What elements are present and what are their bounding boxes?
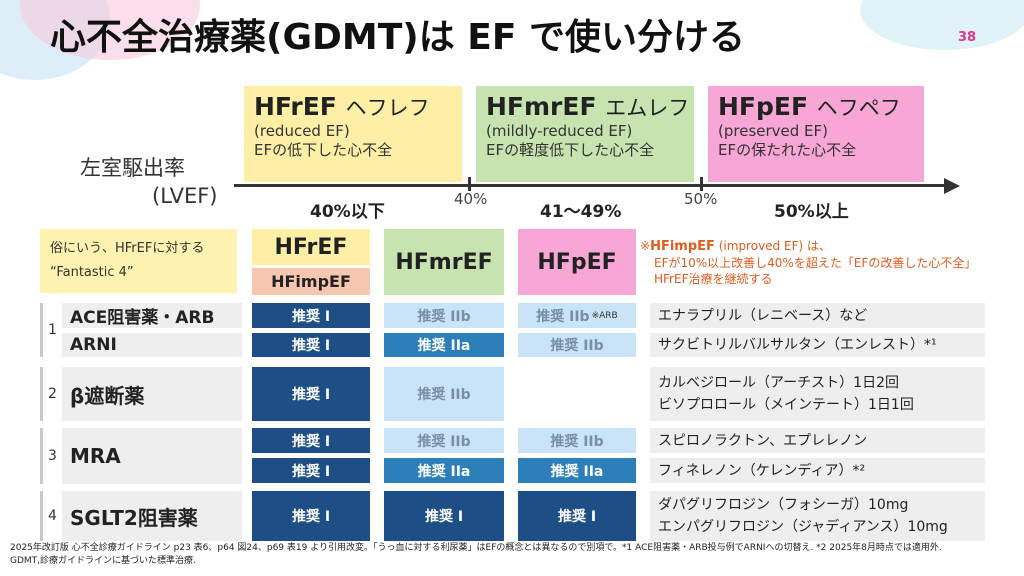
phase-sub-en: (mildly-reduced EF) [486, 122, 633, 140]
rec-cell: 推奨 I [252, 303, 370, 328]
lvef-label-abbr: (LVEF) [152, 184, 218, 208]
note-title-en: (improved EF) は、 [718, 239, 831, 253]
col-header-hfref: HFrEF [252, 229, 370, 265]
rec-cell: 推奨 I [252, 491, 370, 541]
rec-cell: 推奨 I [252, 428, 370, 453]
arb-note: ※ARB [591, 310, 618, 321]
note-prefix: ※ [640, 239, 651, 253]
rec-cell: 推奨 IIa [384, 458, 504, 483]
row-bg [62, 303, 242, 328]
range-label-hfmref: 41〜49% [540, 202, 622, 222]
slide-title: 心不全治療薬(GDMT)は EF で使い分ける [50, 17, 745, 58]
drug-sglt2: SGLT2阻害薬 [70, 505, 198, 530]
row-bg [62, 428, 242, 484]
phase-hfmref: HFmrEF エムレフ (mildly-reduced EF) EFの軽度低下し… [476, 86, 694, 182]
rec-cell: 推奨 IIb [518, 333, 636, 357]
page-number: 38 [958, 30, 977, 45]
drug-arni: ARNI [70, 335, 117, 355]
phase-name: HFpEF [718, 92, 809, 121]
rec-cell: 推奨 IIa [518, 458, 636, 483]
phase-sub-en: (preserved EF) [718, 122, 829, 140]
phase-kana: ヘフペフ [816, 96, 901, 120]
rec-cell: 推奨 IIb [384, 367, 504, 421]
drug-ace-arb: ACE阻害薬・ARB [70, 308, 215, 328]
phase-sub-en: (reduced EF) [254, 122, 350, 140]
col-header-hfmref: HFmrEF [384, 229, 504, 295]
range-label-hfpef: 50%以上 [774, 202, 849, 222]
rec-cell: 推奨 I [252, 333, 370, 357]
agent-box: フィネレノン（ケレンディア）*² [650, 458, 985, 483]
row-bg [62, 333, 242, 357]
col-header-hfpef: HFpEF [518, 229, 636, 295]
footnote-line1: 2025年改訂版 心不全診療ガイドライン p23 表6、p64 図24、p69 … [10, 543, 942, 553]
tick-40 [468, 177, 471, 191]
agent-box: エナラプリル（レニベース）など [650, 303, 985, 328]
agent-box: サクビトリルバルサルタン（エンレスト）*¹ [650, 333, 985, 357]
fantastic-four-line2: “Fantastic 4” [50, 265, 134, 280]
rec-cell: 推奨 I [252, 367, 370, 421]
footnote: 2025年改訂版 心不全診療ガイドライン p23 表6、p64 図24、p69 … [10, 542, 1020, 568]
note-line2: EFが10%以上改善し40%を超えた「EFの改善した心不全」 [654, 256, 977, 270]
row-number-1: 1 [40, 303, 62, 357]
agent-box: ダパグリフロジン（フォシーガ）10mg エンパグリフロジン（ジャディアンス）10m… [650, 491, 985, 541]
row-number-3: 3 [40, 428, 62, 484]
range-label-hfref: 40%以下 [310, 202, 385, 222]
tick-label-40: 40% [454, 190, 488, 208]
rec-cell: 推奨 IIa [384, 333, 504, 357]
fantastic-four-box: 俗にいう、HFrEFに対する “Fantastic 4” [40, 229, 237, 293]
drug-mra: MRA [70, 444, 121, 468]
agent-box: カルベジロール（アーチスト）1日2回 ビソプロロール（メインテート）1日1回 [650, 367, 985, 421]
tick-50 [700, 177, 703, 191]
phase-name: HFrEF [254, 92, 337, 121]
tick-label-50: 50% [684, 190, 718, 208]
phase-hfref: HFrEF ヘフレフ (reduced EF) EFの低下した心不全 [244, 86, 462, 182]
phase-kana: エムレフ [605, 96, 690, 120]
lvef-label: 左室駆出率 [80, 156, 185, 180]
hfimpef-note: ※HFimpEF (improved EF) は、 EFが10%以上改善し40%… [640, 238, 1024, 287]
phase-hfpef: HFpEF ヘフペフ (preserved EF) EFの保たれた心不全 [708, 86, 924, 182]
agent-box: スピロノラクトン、エプレレノン [650, 428, 985, 453]
phase-kana: ヘフレフ [345, 96, 430, 120]
phase-sub-jp: EFの保たれた心不全 [718, 141, 857, 159]
row-bg [62, 367, 242, 421]
col-header-hfimpef: HFimpEF [252, 268, 370, 295]
row-bg [62, 491, 242, 541]
rec-cell: 推奨 I [252, 458, 370, 483]
rec-cell: 推奨 IIb [384, 303, 504, 328]
phase-sub-jp: EFの軽度低下した心不全 [486, 141, 655, 159]
ef-axis [234, 184, 946, 187]
drug-beta-blocker: β遮断薬 [70, 383, 145, 408]
row-number-2: 2 [40, 367, 62, 421]
rec-cell: 推奨 IIb [518, 428, 636, 453]
fantastic-four-line1: 俗にいう、HFrEFに対する [50, 241, 205, 256]
rec-cell: 推奨 I [384, 491, 504, 541]
arrow-right-icon [944, 178, 960, 194]
note-title: HFimpEF [650, 239, 715, 254]
rec-cell: 推奨 IIb ※ARB [518, 303, 636, 328]
row-number-4: 4 [40, 491, 62, 541]
phase-name: HFmrEF [486, 92, 597, 121]
decor-blob-blue-right [860, 0, 1024, 50]
rec-cell: 推奨 IIb [384, 428, 504, 453]
rec-cell: 推奨 I [518, 491, 636, 541]
phase-sub-jp: EFの低下した心不全 [254, 141, 393, 159]
footnote-line2: GDMT,診療ガイドラインに基づいた標準治療. [10, 556, 196, 566]
note-line3: HFrEF治療を継続する [654, 272, 773, 286]
